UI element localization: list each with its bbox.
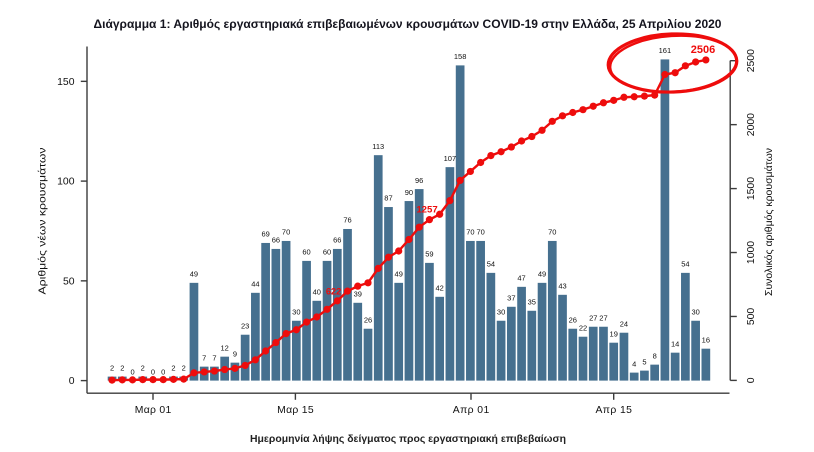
svg-text:30: 30 [691, 307, 699, 316]
svg-text:49: 49 [538, 270, 546, 279]
svg-text:24: 24 [620, 319, 628, 328]
svg-text:0: 0 [69, 376, 75, 387]
svg-text:0: 0 [746, 377, 757, 383]
svg-text:9: 9 [233, 349, 237, 358]
svg-text:1000: 1000 [746, 241, 757, 264]
svg-text:4: 4 [632, 359, 636, 368]
svg-text:Ημερομηνία λήψης δείγματος προ: Ημερομηνία λήψης δείγματος προς εργαστηρ… [250, 434, 566, 445]
svg-text:19: 19 [610, 329, 618, 338]
svg-text:30: 30 [292, 307, 300, 316]
svg-text:60: 60 [323, 248, 331, 257]
svg-text:2: 2 [182, 363, 186, 372]
svg-text:0: 0 [161, 367, 165, 376]
svg-text:90: 90 [405, 188, 413, 197]
svg-text:70: 70 [466, 228, 474, 237]
svg-text:27: 27 [589, 313, 597, 322]
svg-text:2: 2 [171, 363, 175, 372]
svg-text:100: 100 [57, 177, 75, 188]
svg-text:66: 66 [272, 236, 280, 245]
svg-text:Απρ 01: Απρ 01 [453, 405, 490, 416]
svg-text:Απρ 15: Απρ 15 [595, 405, 632, 416]
svg-text:26: 26 [569, 315, 577, 324]
svg-text:150: 150 [57, 77, 75, 88]
svg-text:14: 14 [671, 339, 679, 348]
svg-text:Διάγραμμα 1: Αριθμός εργαστηρι: Διάγραμμα 1: Αριθμός εργαστηριακά επιβεβ… [94, 19, 722, 31]
svg-text:70: 70 [476, 228, 484, 237]
svg-text:113: 113 [372, 142, 384, 151]
svg-text:158: 158 [454, 52, 467, 61]
svg-text:66: 66 [333, 236, 341, 245]
svg-text:43: 43 [558, 282, 566, 291]
svg-text:27: 27 [599, 313, 607, 322]
svg-text:26: 26 [364, 315, 372, 324]
svg-text:2: 2 [120, 363, 124, 372]
svg-text:2506: 2506 [691, 44, 715, 56]
svg-text:37: 37 [507, 293, 515, 302]
svg-text:59: 59 [425, 250, 433, 259]
svg-text:96: 96 [415, 176, 423, 185]
svg-text:39: 39 [354, 290, 362, 299]
svg-text:Μαρ 01: Μαρ 01 [135, 405, 172, 416]
svg-text:23: 23 [241, 321, 249, 330]
svg-text:161: 161 [659, 46, 672, 55]
svg-text:49: 49 [395, 270, 403, 279]
svg-text:35: 35 [528, 297, 536, 306]
svg-text:22: 22 [579, 323, 587, 332]
svg-text:50: 50 [63, 276, 75, 287]
svg-text:107: 107 [444, 154, 457, 163]
svg-text:44: 44 [251, 280, 259, 289]
svg-text:2: 2 [110, 363, 114, 372]
svg-text:1257: 1257 [416, 204, 437, 215]
svg-text:500: 500 [746, 308, 757, 326]
svg-text:87: 87 [384, 194, 392, 203]
svg-text:42: 42 [435, 284, 443, 293]
svg-text:40: 40 [313, 288, 321, 297]
svg-text:76: 76 [343, 216, 351, 225]
svg-text:2000: 2000 [746, 113, 757, 136]
svg-text:12: 12 [220, 343, 228, 352]
svg-text:Μαρ 15: Μαρ 15 [277, 405, 314, 416]
svg-text:1500: 1500 [746, 177, 757, 200]
svg-text:69: 69 [261, 230, 269, 239]
svg-text:16: 16 [702, 335, 710, 344]
svg-text:60: 60 [302, 248, 310, 257]
svg-text:49: 49 [190, 270, 198, 279]
svg-text:54: 54 [487, 260, 495, 269]
svg-text:7: 7 [202, 353, 206, 362]
svg-text:7: 7 [212, 353, 216, 362]
svg-text:Συνολικός αριθμός κρουσμάτων: Συνολικός αριθμός κρουσμάτων [764, 148, 775, 296]
svg-text:0: 0 [151, 367, 155, 376]
svg-text:2500: 2500 [746, 49, 757, 72]
svg-text:70: 70 [548, 228, 556, 237]
svg-text:70: 70 [282, 228, 290, 237]
svg-text:8: 8 [653, 351, 657, 360]
svg-text:622: 622 [326, 286, 341, 296]
svg-text:0: 0 [130, 367, 134, 376]
svg-text:2: 2 [141, 363, 145, 372]
svg-text:Αριθμός νέων κρουσμάτων: Αριθμός νέων κρουσμάτων [37, 147, 48, 294]
svg-text:5: 5 [642, 357, 646, 366]
svg-text:54: 54 [681, 260, 689, 269]
svg-text:30: 30 [497, 307, 505, 316]
svg-text:47: 47 [517, 274, 525, 283]
